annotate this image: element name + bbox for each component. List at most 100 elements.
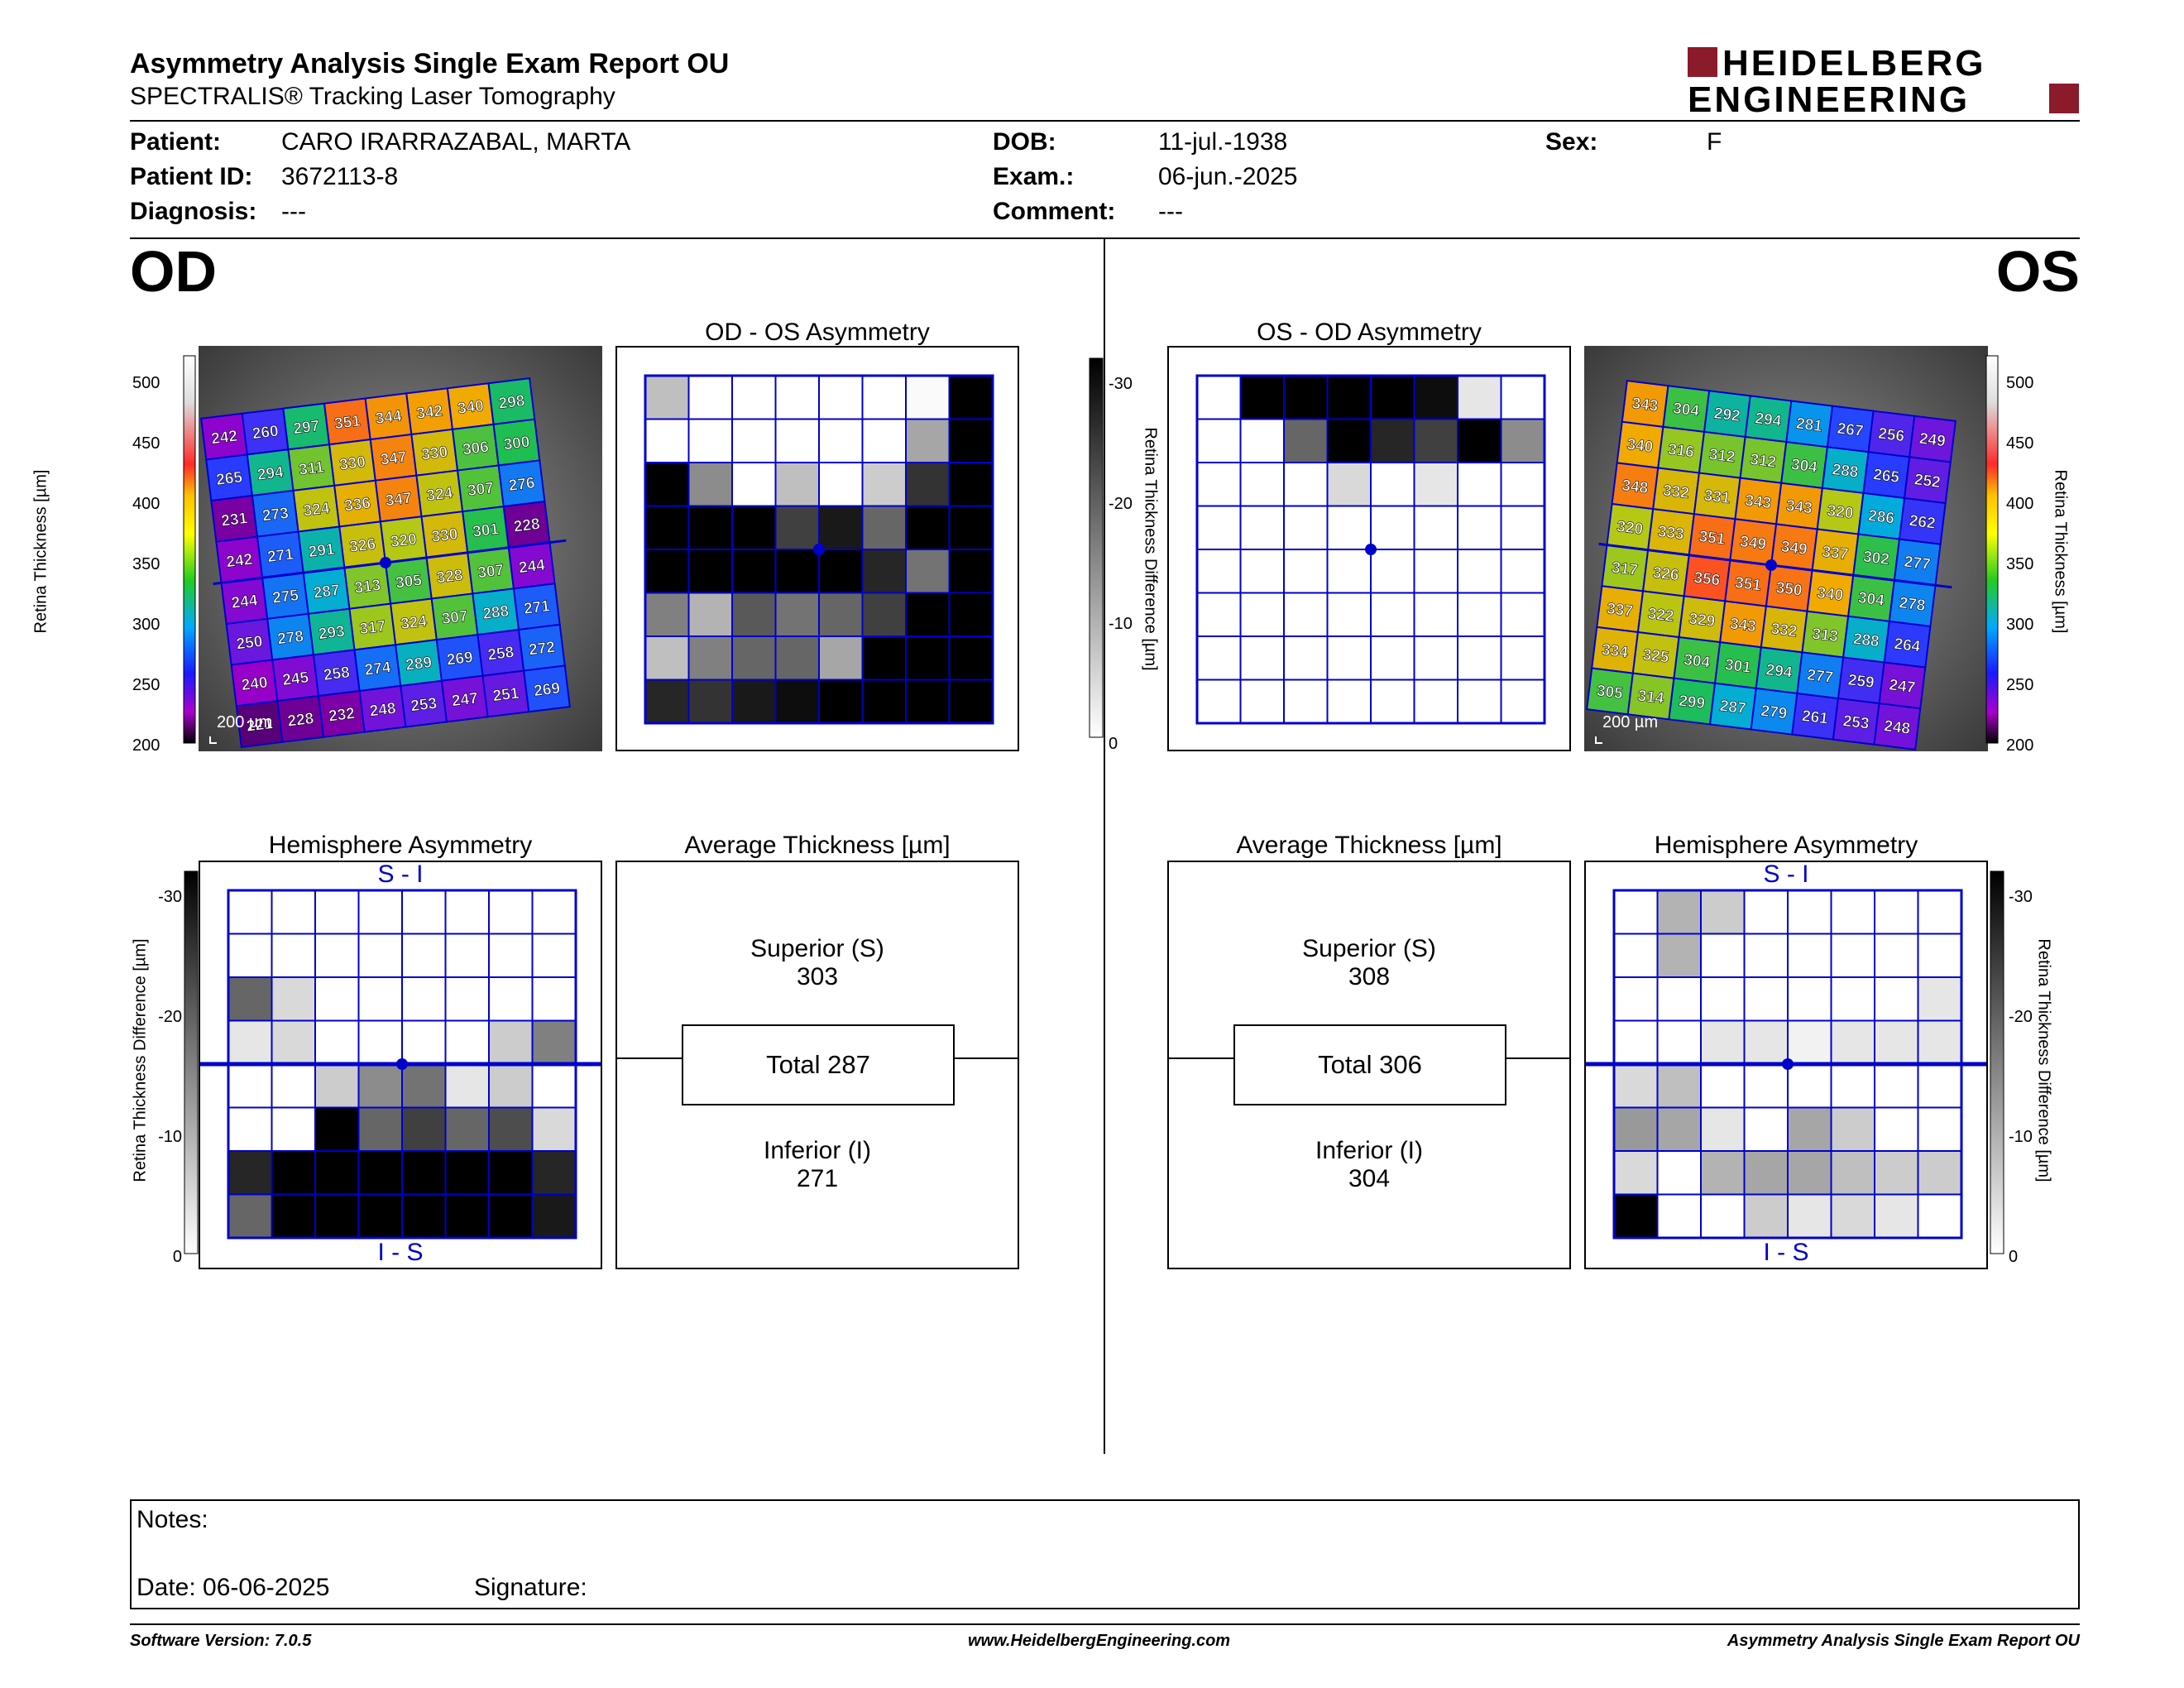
colorbar-tick-label: 200	[2006, 736, 2034, 755]
dob-value: 11-jul.-1938	[1158, 128, 1288, 156]
asymmetry-cell	[1500, 462, 1545, 507]
asymmetry-cell	[1283, 505, 1329, 550]
os-inferior-label: Inferior (I)	[1315, 1137, 1424, 1164]
od-superior-value: 303	[796, 963, 839, 990]
asymmetry-cell	[774, 549, 820, 594]
thickness-value: 350	[1775, 579, 1803, 600]
asymmetry-cell	[818, 592, 864, 637]
asymmetry-cell	[861, 592, 907, 637]
asymmetry-cell	[271, 1193, 316, 1239]
asymmetry-cell	[357, 1019, 403, 1065]
asymmetry-cell	[687, 462, 733, 507]
thickness-value: 342	[415, 402, 443, 423]
asymmetry-cell	[1196, 635, 1242, 681]
od-thickness-colorbar	[124, 346, 203, 751]
asymmetry-cell	[905, 679, 951, 724]
thickness-value: 288	[481, 602, 510, 623]
colorbar-tick-label: 450	[132, 434, 160, 453]
asymmetry-cell	[1743, 890, 1789, 935]
colorbar-tick-label: 450	[2006, 434, 2034, 453]
asymmetry-cell	[314, 933, 360, 978]
os-avg-panel: Superior (S) 308 Total 306 Inferior (I) …	[1167, 861, 1571, 1269]
asymmetry-cell	[401, 1019, 447, 1065]
colorbar-tick-label: 400	[132, 495, 160, 513]
thickness-value: 304	[1790, 456, 1818, 477]
colorbar-tick-label: -30	[1109, 375, 1133, 393]
asymmetry-cell	[905, 418, 951, 463]
os-thickness-colorbar	[1985, 346, 2010, 751]
od-thickness-ticks: 500 450 400 350 300 250 200	[132, 346, 182, 755]
os-hemi-ticks: -30 -20 -10 0	[2009, 870, 2050, 1266]
asymmetry-cell	[774, 418, 820, 463]
asymmetry-cell	[1457, 592, 1502, 637]
asymmetry-cell	[1787, 1019, 1832, 1065]
asymmetry-cell	[861, 418, 907, 463]
asymmetry-cell	[314, 1019, 360, 1065]
asymmetry-cell	[818, 505, 864, 550]
asymmetry-cell	[1283, 679, 1329, 724]
asymmetry-cell	[948, 679, 994, 724]
asymmetry-cell	[731, 418, 777, 463]
thickness-value: 343	[1744, 492, 1772, 513]
asymmetry-cell	[1370, 418, 1415, 463]
od-inferior-value: 271	[796, 1165, 839, 1192]
asymmetry-cell	[774, 375, 820, 420]
asymmetry-cell	[905, 505, 951, 550]
asymmetry-cell	[1500, 592, 1545, 637]
asymmetry-cell	[488, 1193, 534, 1239]
thickness-value: 330	[420, 444, 448, 464]
asymmetry-cell	[818, 549, 864, 594]
footer-website[interactable]: www.HeidelbergEngineering.com	[968, 1632, 1231, 1650]
asymmetry-cell	[228, 1019, 273, 1065]
asymmetry-cell	[444, 976, 490, 1022]
asymmetry-cell	[401, 890, 447, 935]
asymmetry-cell	[401, 976, 447, 1022]
asymmetry-cell	[357, 933, 403, 978]
asymmetry-cell	[444, 1150, 490, 1196]
asymmetry-cell	[1239, 635, 1285, 681]
od-hemi-top-label: S - I	[377, 861, 424, 888]
thickness-value: 289	[405, 654, 433, 674]
thickness-value: 304	[1672, 400, 1700, 420]
asymmetry-cell	[644, 592, 690, 637]
asymmetry-cell	[818, 635, 864, 681]
asymmetry-cell	[1326, 418, 1372, 463]
asymmetry-cell	[357, 890, 403, 935]
asymmetry-cell	[401, 1106, 447, 1152]
asymmetry-cell	[228, 1063, 273, 1109]
heidelberg-logo: HEIDELBERG ENGINEERING	[1688, 43, 2081, 120]
fovea-marker	[1365, 544, 1377, 555]
thickness-value: 329	[1688, 610, 1716, 631]
thickness-value: 343	[1729, 616, 1757, 636]
asymmetry-cell	[1196, 505, 1242, 550]
thickness-value: 302	[1862, 549, 1890, 569]
asymmetry-cell	[531, 933, 577, 978]
asymmetry-cell	[1283, 592, 1329, 637]
asymmetry-cell	[905, 592, 951, 637]
asymmetry-cell	[1787, 1150, 1832, 1196]
asymmetry-cell	[1413, 679, 1458, 724]
asymmetry-cell	[444, 1063, 490, 1109]
fovea-marker	[396, 1058, 408, 1070]
asymmetry-cell	[1326, 462, 1372, 507]
thickness-value: 320	[1826, 502, 1854, 523]
thickness-value: 247	[1888, 677, 1916, 698]
thickness-value: 249	[1918, 430, 1947, 451]
asymmetry-cell	[861, 505, 907, 550]
thickness-value: 324	[303, 500, 331, 520]
thickness-value: 286	[1867, 507, 1895, 528]
notes-box[interactable]: Notes: Date: 06-06-2025 Signature:	[130, 1499, 2080, 1609]
thickness-value: 306	[462, 439, 490, 459]
footer-report-name: Asymmetry Analysis Single Exam Report OU	[1727, 1632, 2080, 1650]
asymmetry-cell	[1874, 1063, 1919, 1109]
asymmetry-cell	[1370, 375, 1415, 420]
asymmetry-cell	[687, 592, 733, 637]
os-hemi-bottom-label: I - S	[1763, 1239, 1809, 1266]
date-label: Date: 06-06-2025	[136, 1574, 330, 1601]
asymmetry-cell	[861, 549, 907, 594]
asymmetry-cell	[1743, 976, 1789, 1022]
asymmetry-cell	[1196, 418, 1242, 463]
asymmetry-cell	[644, 549, 690, 594]
colorbar-tick-label: 350	[132, 555, 160, 573]
thickness-value: 259	[1847, 671, 1875, 692]
